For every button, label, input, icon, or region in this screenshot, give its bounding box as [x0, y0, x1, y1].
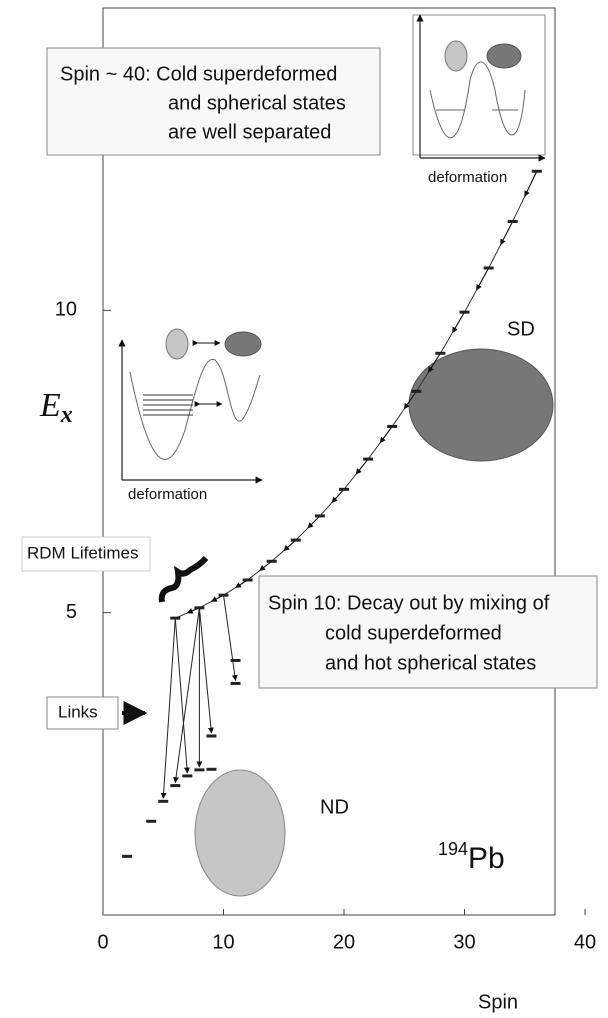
link — [224, 595, 236, 680]
level — [194, 768, 204, 771]
level — [484, 267, 494, 270]
box-text: are well separated — [168, 121, 331, 143]
level — [231, 682, 241, 685]
chart: SD ND 194Pb Spin ~ 40: Cold superdeforme… — [0, 0, 608, 1018]
level — [291, 539, 301, 542]
transition-arrow — [356, 459, 368, 474]
transition-arrow — [284, 540, 296, 551]
level — [122, 855, 132, 858]
transition-arrow — [477, 268, 489, 290]
level — [363, 458, 373, 461]
brace — [162, 558, 206, 602]
y-axis-sub: x — [60, 402, 73, 428]
nd-label: ND — [320, 796, 349, 818]
x-tick-label: 40 — [574, 931, 596, 953]
level — [170, 784, 180, 787]
inset-top — [413, 15, 545, 158]
inset-axis-label: deformation — [128, 486, 207, 503]
y-tick-label: 5 — [66, 601, 77, 623]
y-axis-main: E — [39, 387, 61, 424]
box-text: Spin ~ 40: Cold superdeformed — [60, 63, 337, 85]
box-text: cold superdeformed — [325, 622, 502, 644]
mass-number: 194 — [438, 839, 468, 859]
rdm-label: RDM Lifetimes — [27, 543, 138, 562]
level — [532, 170, 542, 173]
level — [231, 659, 241, 662]
level — [267, 560, 277, 563]
level — [411, 390, 421, 393]
level — [387, 425, 397, 428]
level — [315, 514, 325, 517]
sd-shape — [409, 349, 553, 461]
level — [243, 579, 253, 582]
element: Pb — [468, 842, 505, 875]
box-text: and hot spherical states — [325, 652, 536, 674]
box-text: Spin 10: Decay out by mixing of — [268, 592, 550, 614]
level — [146, 820, 156, 823]
level — [460, 311, 470, 314]
level — [508, 220, 518, 223]
x-tick-label: 20 — [333, 931, 355, 953]
transition-arrow — [308, 516, 320, 528]
links-label: Links — [58, 702, 98, 721]
inset-mid — [122, 329, 262, 480]
x-tick-label: 10 — [212, 931, 234, 953]
inset-axis-label: deformation — [428, 169, 507, 186]
level — [206, 768, 216, 771]
x-tick-label: 0 — [97, 931, 108, 953]
level — [339, 488, 349, 491]
level — [435, 352, 445, 355]
transition-arrow — [525, 171, 537, 196]
level — [182, 774, 192, 777]
isotope: 194Pb — [438, 839, 505, 875]
link — [163, 618, 175, 798]
link — [175, 618, 187, 773]
transition-arrow — [380, 426, 392, 442]
link — [199, 608, 211, 733]
box-text: and spherical states — [168, 92, 346, 114]
y-tick-label: 10 — [55, 299, 77, 321]
nd-shape — [195, 770, 285, 896]
transition-arrow — [332, 489, 344, 502]
transition-arrow — [501, 221, 513, 244]
link — [175, 608, 199, 783]
level — [206, 735, 216, 738]
x-tick-label: 30 — [453, 931, 475, 953]
sd-label: SD — [507, 318, 535, 340]
y-axis-label: Ex — [39, 387, 73, 428]
level — [158, 800, 168, 803]
transition-arrow — [452, 312, 464, 333]
x-axis-label: Spin — [478, 991, 518, 1013]
